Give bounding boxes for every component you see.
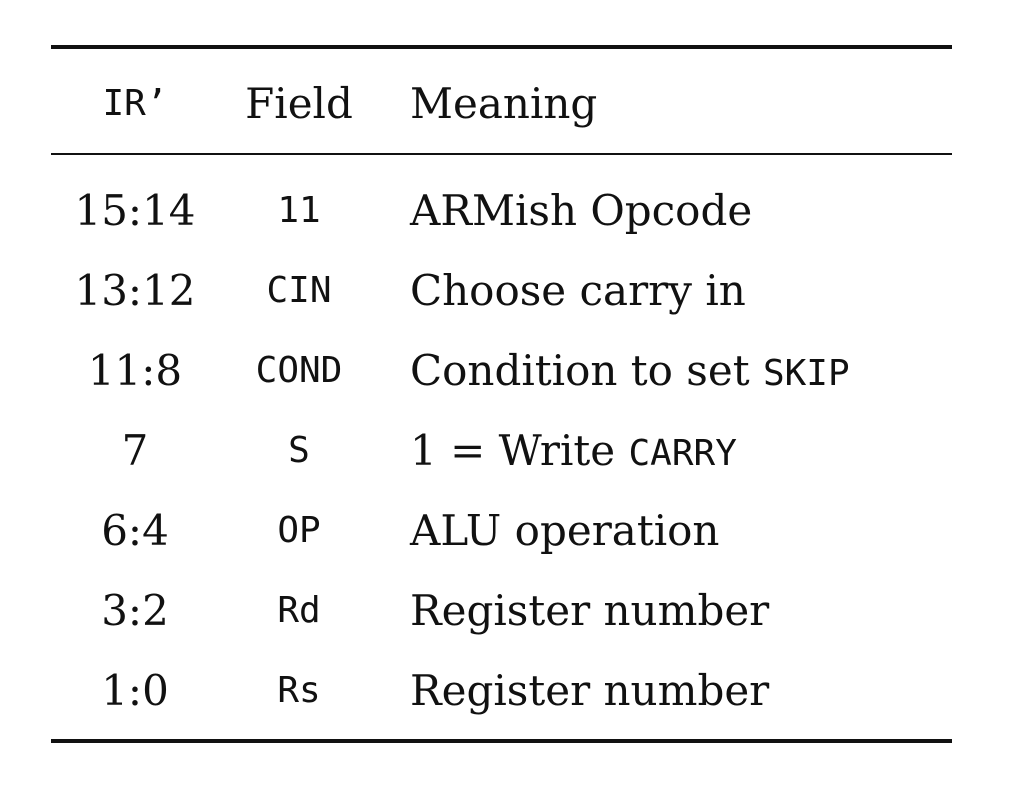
row-field: Rs — [277, 670, 321, 711]
row-meaning-text: 1 = Write — [410, 426, 629, 475]
header-meaning: Meaning — [410, 79, 598, 128]
row-meaning: ALU operation — [410, 501, 719, 561]
table-bottom-rule — [51, 739, 952, 743]
table-top-rule — [51, 45, 952, 49]
row-bits: 13:12 — [74, 266, 196, 315]
row-meaning: Choose carry in — [410, 261, 746, 321]
row-field: S — [288, 430, 310, 471]
row-bits: 6:4 — [101, 506, 169, 555]
row-meaning-text: Register number — [410, 586, 770, 635]
row-meaning-text: Condition to set — [410, 346, 763, 395]
row-bits: 3:2 — [101, 586, 169, 635]
row-meaning: ARMish Opcode — [410, 181, 752, 241]
header-field: Field — [245, 79, 353, 128]
header-ir: IR’ — [102, 83, 168, 124]
row-meaning: 1 = Write CARRY — [410, 421, 737, 481]
row-meaning-text: ALU operation — [410, 506, 720, 555]
row-field: CIN — [266, 270, 332, 311]
row-meaning-text: Register number — [410, 666, 770, 715]
row-field: COND — [255, 350, 343, 391]
row-field: 11 — [277, 190, 321, 231]
row-bits: 15:14 — [74, 186, 196, 235]
row-bits: 7 — [121, 426, 149, 475]
row-bits: 1:0 — [101, 666, 169, 715]
row-field: Rd — [277, 590, 321, 631]
row-meaning-text: ARMish Opcode — [410, 186, 753, 235]
row-meaning-text: Choose carry in — [410, 266, 746, 315]
row-meaning-code: CARRY — [628, 433, 737, 474]
row-meaning: Register number — [410, 581, 769, 641]
row-field: OP — [277, 510, 321, 551]
table-header-rule — [51, 153, 952, 155]
row-meaning-code: SKIP — [762, 353, 850, 394]
row-meaning: Condition to set SKIP — [410, 341, 850, 401]
row-meaning: Register number — [410, 661, 769, 721]
row-bits: 11:8 — [87, 346, 183, 395]
